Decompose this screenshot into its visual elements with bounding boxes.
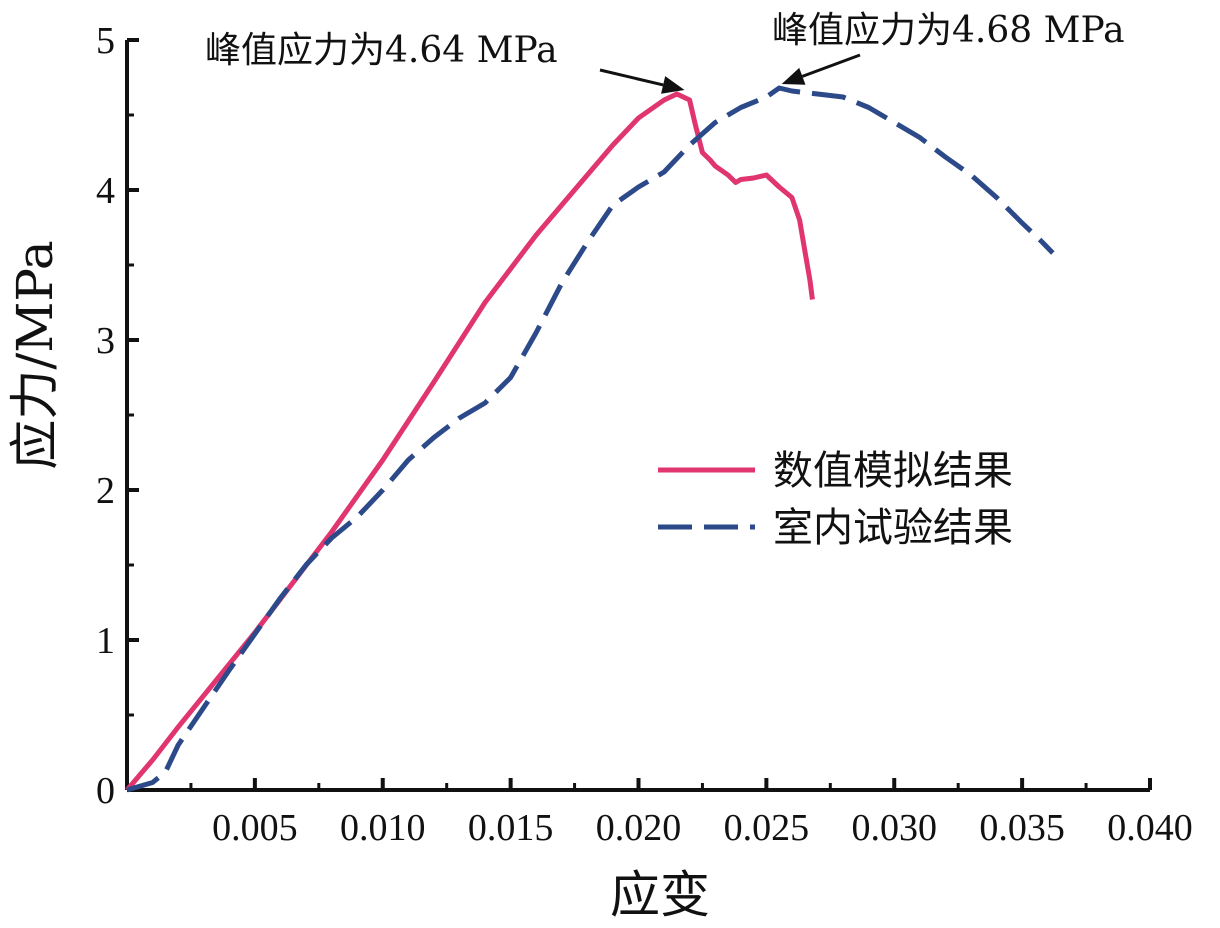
- y-tick-label: 0: [96, 770, 115, 812]
- y-tick-label: 1: [96, 620, 115, 662]
- y-tick-label: 5: [96, 20, 115, 62]
- legend-label: 室内试验结果: [773, 505, 1013, 551]
- annotation-arrow-head: [781, 67, 806, 85]
- y-axis-title: 应力/MPa: [6, 240, 64, 469]
- y-tick-label: 2: [96, 470, 115, 512]
- annotation-arrow-line: [599, 68, 664, 87]
- y-tick-label: 4: [96, 170, 115, 212]
- y-tick-label: 3: [96, 320, 115, 362]
- series-line-2: [126, 85, 1055, 793]
- annotation-layer: 峰值应力为4.64 MPa 峰值应力为4.68 MPa: [205, 10, 1125, 94]
- x-tick-label: 0.005: [212, 807, 298, 849]
- annotation-arrow-line: [801, 53, 861, 78]
- x-tick-label: 0.020: [596, 807, 682, 849]
- series-layer: [125, 85, 1055, 793]
- x-tick-label: 0.025: [724, 807, 810, 849]
- x-tick-label: 0.040: [1107, 807, 1193, 849]
- peak-annotation-label: 峰值应力为4.64 MPa: [205, 30, 558, 71]
- legend-label: 数值模拟结果: [773, 448, 1013, 494]
- x-tick-label: 0.030: [852, 807, 938, 849]
- peak-annotation-label: 峰值应力为4.68 MPa: [772, 10, 1125, 51]
- axes: 0 1 2 3 4 5 0.005 0.010 0.015 0.020 0.025 0.030 0.03…: [96, 20, 1193, 849]
- series-line-1: [125, 91, 815, 792]
- x-tick-label: 0.015: [468, 807, 554, 849]
- x-axis-title: 应变: [610, 866, 710, 924]
- annotation-arrow-head: [661, 76, 685, 94]
- x-tick-label: 0.035: [979, 807, 1065, 849]
- x-tick-label: 0.010: [340, 807, 426, 849]
